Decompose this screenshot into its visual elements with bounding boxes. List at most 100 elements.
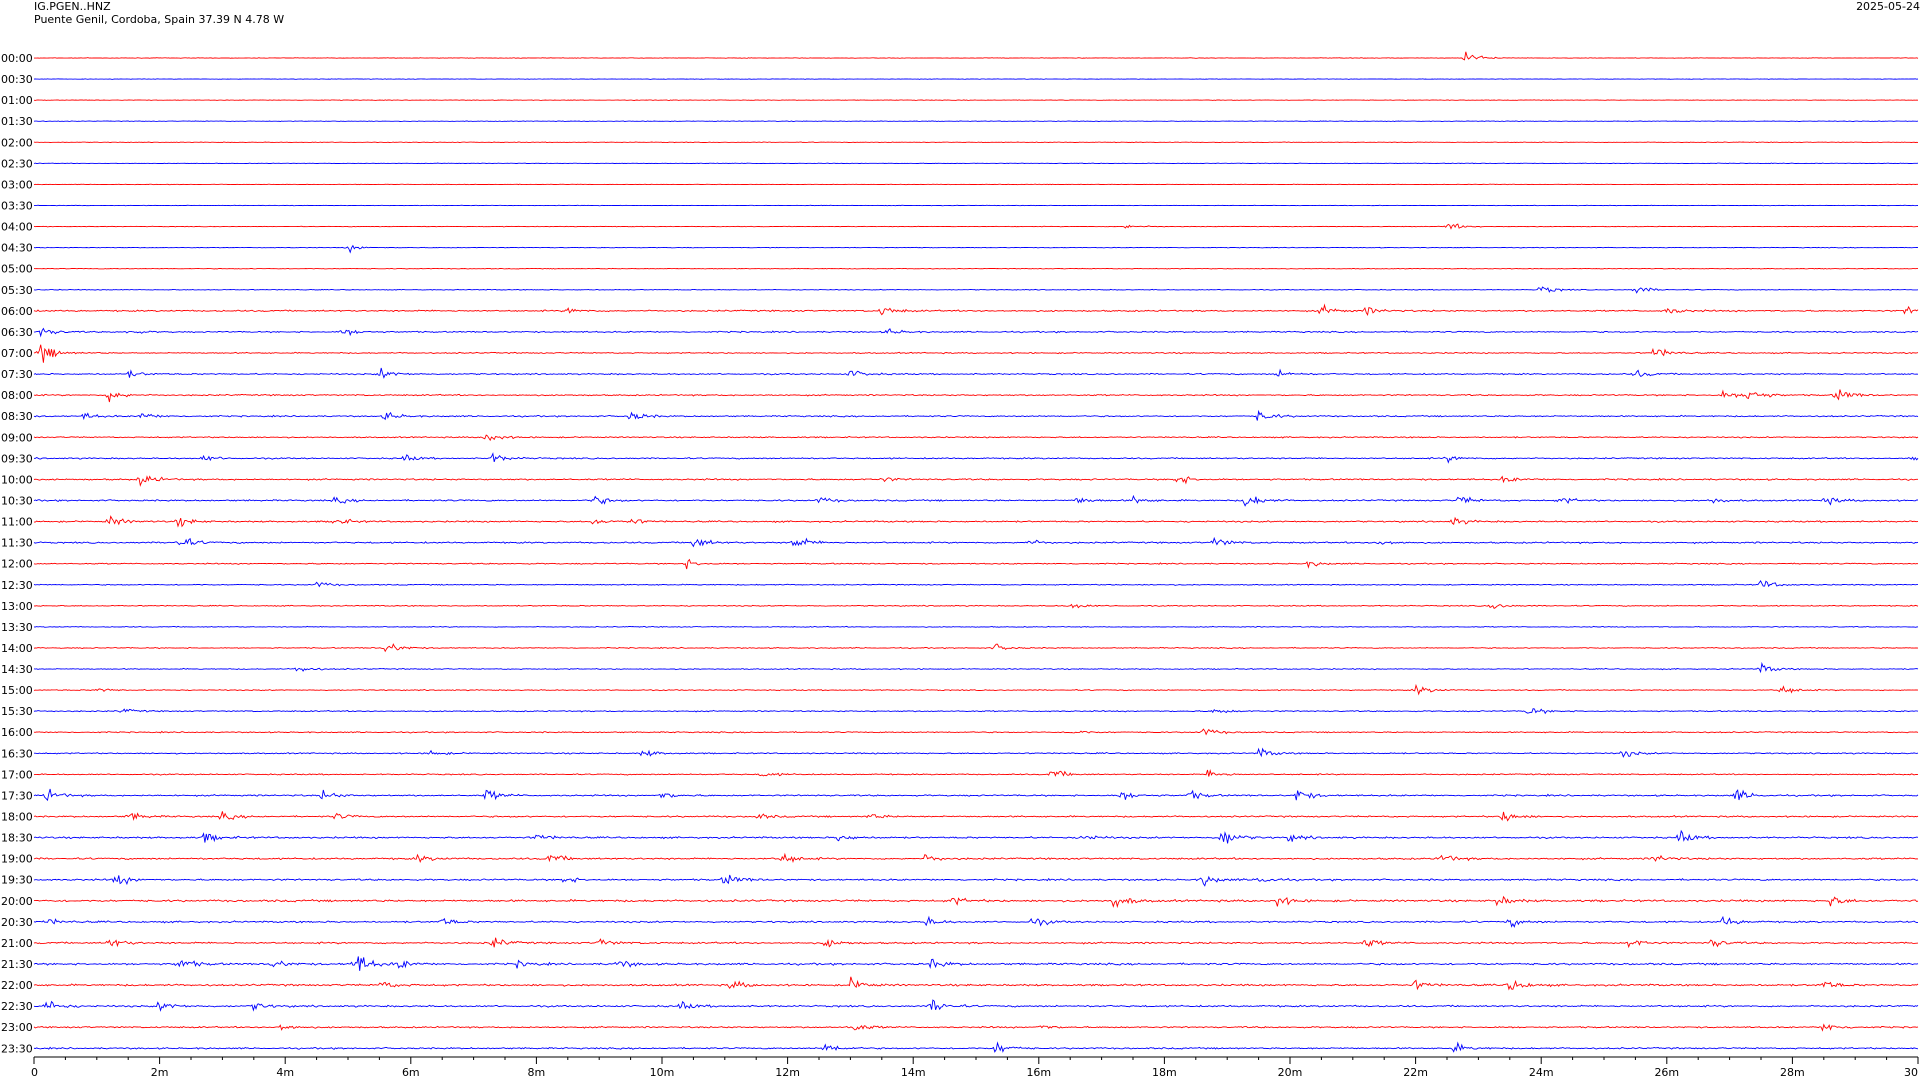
trace-0530	[33, 286, 1919, 294]
trace-0900	[33, 434, 1919, 442]
trace-0330	[33, 204, 1919, 207]
trace-1230	[33, 580, 1918, 588]
x-tick-label: 24m	[1529, 1066, 1554, 1079]
row-label: 15:30	[1, 705, 33, 718]
trace-layer	[33, 51, 1919, 1053]
row-label: 03:00	[1, 178, 33, 191]
row-label: 01:00	[1, 94, 33, 107]
trace-0630	[33, 327, 1919, 338]
x-tick-label: 0	[31, 1066, 38, 1079]
trace-0400	[33, 223, 1919, 230]
trace-2030	[33, 915, 1919, 928]
row-label: 14:00	[1, 642, 33, 655]
row-labels: 00:00 00:30 01:00 01:30 02:00 02:30 03:00 03:30…	[1, 52, 33, 1055]
row-label: 08:30	[1, 410, 33, 423]
trace-1430	[33, 661, 1919, 674]
trace-1830	[33, 829, 1919, 844]
row-label: 07:30	[1, 368, 33, 381]
row-label: 07:00	[1, 347, 33, 360]
trace-0430	[33, 244, 1919, 254]
row-label: 19:30	[1, 874, 33, 887]
x-tick-label: 6m	[402, 1066, 420, 1079]
row-label: 17:00	[1, 768, 33, 781]
row-label: 10:00	[1, 473, 33, 486]
trace-2100	[33, 937, 1919, 949]
trace-0030	[33, 78, 1919, 80]
x-tick-label: 22m	[1403, 1066, 1428, 1079]
trace-1330	[33, 625, 1919, 628]
x-tick-label: 10m	[650, 1066, 675, 1079]
trace-2330	[33, 1041, 1919, 1053]
row-label: 04:30	[1, 242, 33, 255]
trace-0230	[33, 162, 1919, 165]
row-label: 15:00	[1, 684, 33, 697]
trace-0130	[33, 120, 1919, 122]
row-label: 16:30	[1, 747, 33, 760]
row-label: 08:00	[1, 389, 33, 402]
row-label: 00:00	[1, 52, 33, 65]
row-label: 14:30	[1, 663, 33, 676]
trace-1130	[33, 536, 1919, 548]
x-tick-label: 4m	[276, 1066, 294, 1079]
trace-0700	[33, 344, 1919, 363]
time-axis: 0 2m 4m 6m 8m 10m 12m 14m 16m 18m 20m 22m 24m 26m 28m 3…	[31, 1056, 1919, 1079]
row-label: 03:30	[1, 199, 33, 212]
trace-0500	[33, 267, 1918, 270]
row-label: 17:30	[1, 789, 33, 802]
row-label: 09:30	[1, 452, 33, 465]
trace-2230	[33, 999, 1919, 1012]
trace-1630	[34, 747, 1919, 758]
row-label: 02:00	[1, 136, 33, 149]
row-label: 06:00	[1, 305, 33, 318]
row-label: 20:30	[1, 916, 33, 929]
row-label: 05:00	[1, 263, 33, 276]
trace-2200	[33, 976, 1919, 991]
row-label: 21:30	[1, 958, 33, 971]
x-tick-label: 12m	[775, 1066, 800, 1079]
x-tick-label: 30	[1904, 1066, 1918, 1079]
row-label: 13:00	[1, 600, 33, 613]
trace-2000	[33, 895, 1919, 909]
trace-0930	[33, 452, 1919, 464]
trace-0730	[33, 367, 1919, 379]
trace-1100	[34, 515, 1919, 528]
trace-2130	[33, 956, 1919, 971]
row-label: 18:30	[1, 832, 33, 845]
row-label: 05:30	[1, 284, 33, 297]
row-label: 18:00	[1, 811, 33, 824]
row-label: 09:00	[1, 431, 33, 444]
trace-1200	[33, 558, 1919, 570]
row-label: 10:30	[1, 494, 33, 507]
trace-1800	[33, 811, 1919, 822]
trace-0600	[33, 303, 1919, 317]
trace-1400	[33, 643, 1919, 653]
trace-0100	[33, 99, 1919, 101]
station-location: Puente Genil, Cordoba, Spain 37.39 N 4.7…	[34, 13, 285, 26]
trace-1530	[33, 708, 1919, 715]
recording-date: 2025-05-24	[1856, 0, 1920, 13]
row-label: 20:00	[1, 895, 33, 908]
x-tick-label: 20m	[1278, 1066, 1303, 1079]
row-label: 22:00	[1, 979, 33, 992]
row-label: 22:30	[1, 1000, 33, 1013]
row-label: 21:00	[1, 937, 33, 950]
x-tick-label: 8m	[528, 1066, 546, 1079]
trace-0000	[34, 51, 1919, 61]
station-code: IG.PGEN..HNZ	[34, 0, 111, 13]
trace-1900	[33, 852, 1919, 864]
trace-1600	[33, 728, 1919, 736]
row-label: 23:30	[1, 1042, 33, 1055]
trace-0200	[33, 141, 1919, 144]
row-label: 23:00	[1, 1021, 33, 1034]
row-label: 19:00	[1, 853, 33, 866]
trace-1700	[33, 769, 1919, 777]
trace-1730	[33, 788, 1919, 802]
row-label: 04:00	[1, 221, 33, 234]
x-tick-label: 18m	[1152, 1066, 1177, 1079]
x-tick-label: 26m	[1654, 1066, 1679, 1079]
row-label: 12:30	[1, 579, 33, 592]
trace-1930	[33, 874, 1919, 887]
row-label: 16:00	[1, 726, 33, 739]
row-label: 11:30	[1, 537, 33, 550]
